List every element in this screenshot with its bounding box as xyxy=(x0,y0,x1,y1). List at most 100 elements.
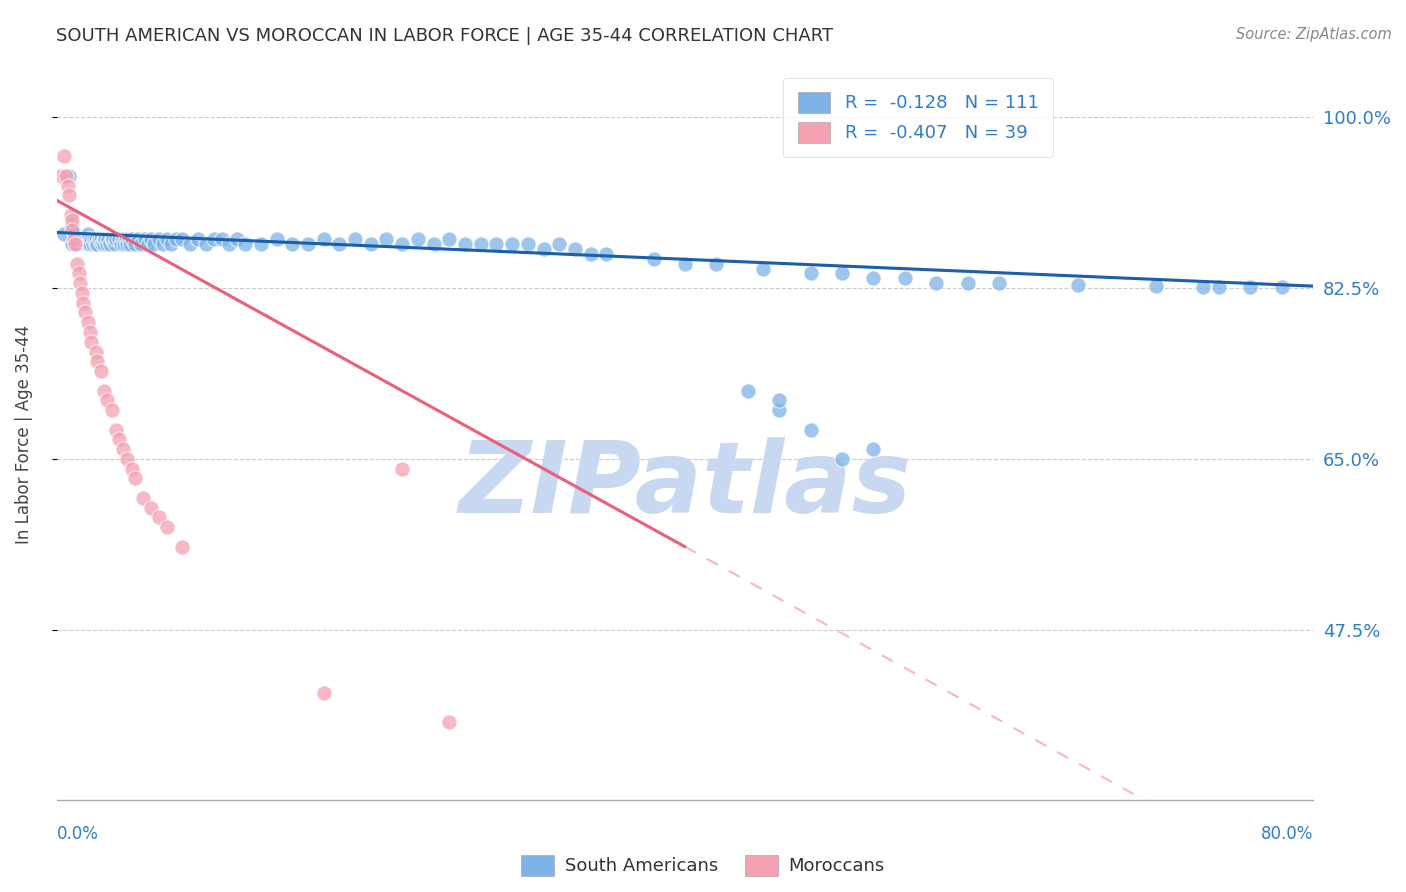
Point xyxy=(69,232,91,246)
Point xyxy=(360,237,382,252)
Point xyxy=(548,237,571,252)
Text: Source: ZipAtlas.com: Source: ZipAtlas.com xyxy=(1236,27,1392,42)
Point xyxy=(101,232,124,246)
Text: SOUTH AMERICAN VS MOROCCAN IN LABOR FORCE | AGE 35-44 CORRELATION CHART: SOUTH AMERICAN VS MOROCCAN IN LABOR FORC… xyxy=(56,27,834,45)
Point xyxy=(533,242,555,256)
Point xyxy=(98,237,121,252)
Point xyxy=(80,232,103,246)
Point xyxy=(66,257,89,271)
Point xyxy=(226,232,249,246)
Point xyxy=(768,393,790,408)
Point xyxy=(93,384,115,398)
Point xyxy=(752,261,775,276)
Point xyxy=(55,169,77,183)
Point xyxy=(131,237,153,252)
Point xyxy=(93,232,115,246)
Point xyxy=(706,257,728,271)
Point xyxy=(69,232,91,246)
Point xyxy=(118,232,141,246)
Point xyxy=(218,237,240,252)
Point xyxy=(328,237,350,252)
Point xyxy=(60,212,83,227)
Point xyxy=(60,222,83,236)
Point xyxy=(501,237,523,252)
Point xyxy=(925,277,948,291)
Point xyxy=(127,232,149,246)
Point xyxy=(143,237,166,252)
Point xyxy=(179,237,201,252)
Point xyxy=(53,227,76,242)
Point xyxy=(160,237,183,252)
Point xyxy=(86,237,108,252)
Point xyxy=(211,232,233,246)
Point xyxy=(84,344,107,359)
Point xyxy=(988,277,1011,291)
Point xyxy=(800,423,823,437)
Point xyxy=(312,686,335,700)
Point xyxy=(439,232,461,246)
Point xyxy=(67,267,90,281)
Point xyxy=(65,237,87,252)
Point xyxy=(136,237,159,252)
Point xyxy=(155,232,177,246)
Point xyxy=(165,232,187,246)
Point xyxy=(643,252,665,266)
Point xyxy=(312,232,335,246)
Point xyxy=(391,461,413,475)
Point xyxy=(114,232,136,246)
Point xyxy=(124,237,146,252)
Point xyxy=(93,237,115,252)
Point xyxy=(60,218,83,232)
Point xyxy=(422,237,444,252)
Point xyxy=(105,423,128,437)
Point xyxy=(139,500,162,515)
Point xyxy=(94,232,117,246)
Point xyxy=(1239,280,1261,294)
Point xyxy=(56,178,79,193)
Point xyxy=(406,232,429,246)
Point xyxy=(768,403,790,417)
Point xyxy=(65,227,87,242)
Point xyxy=(439,715,461,730)
Point xyxy=(96,393,118,408)
Point xyxy=(100,232,122,246)
Point xyxy=(250,237,273,252)
Point xyxy=(108,433,131,447)
Point xyxy=(69,277,91,291)
Point xyxy=(53,149,76,163)
Point xyxy=(862,442,884,456)
Point xyxy=(172,232,194,246)
Point xyxy=(90,232,112,246)
Point xyxy=(132,491,155,505)
Point xyxy=(59,208,82,222)
Point xyxy=(58,169,80,183)
Point xyxy=(862,271,884,285)
Point xyxy=(800,267,823,281)
Point xyxy=(84,237,107,252)
Point xyxy=(121,461,143,475)
Point xyxy=(1208,280,1230,294)
Point xyxy=(737,384,759,398)
Point xyxy=(894,271,917,285)
Point xyxy=(202,232,225,246)
Point xyxy=(1144,279,1167,293)
Point xyxy=(344,232,367,246)
Point xyxy=(84,232,107,246)
Point xyxy=(134,232,156,246)
Point xyxy=(80,334,103,349)
Point xyxy=(77,237,100,252)
Point xyxy=(110,237,132,252)
Point xyxy=(1271,280,1294,294)
Legend: R =  -0.128   N = 111, R =  -0.407   N = 39: R = -0.128 N = 111, R = -0.407 N = 39 xyxy=(783,78,1053,157)
Point xyxy=(83,232,105,246)
Point xyxy=(155,520,177,534)
Point xyxy=(73,305,96,319)
Point xyxy=(97,232,120,246)
Point xyxy=(58,188,80,202)
Point xyxy=(485,237,508,252)
Point xyxy=(63,232,86,246)
Legend: South Americans, Moroccans: South Americans, Moroccans xyxy=(515,847,891,883)
Point xyxy=(564,242,586,256)
Point xyxy=(70,285,93,300)
Point xyxy=(121,232,143,246)
